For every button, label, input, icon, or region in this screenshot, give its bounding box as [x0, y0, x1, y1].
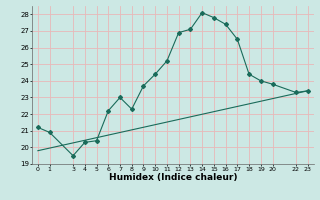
X-axis label: Humidex (Indice chaleur): Humidex (Indice chaleur): [108, 173, 237, 182]
